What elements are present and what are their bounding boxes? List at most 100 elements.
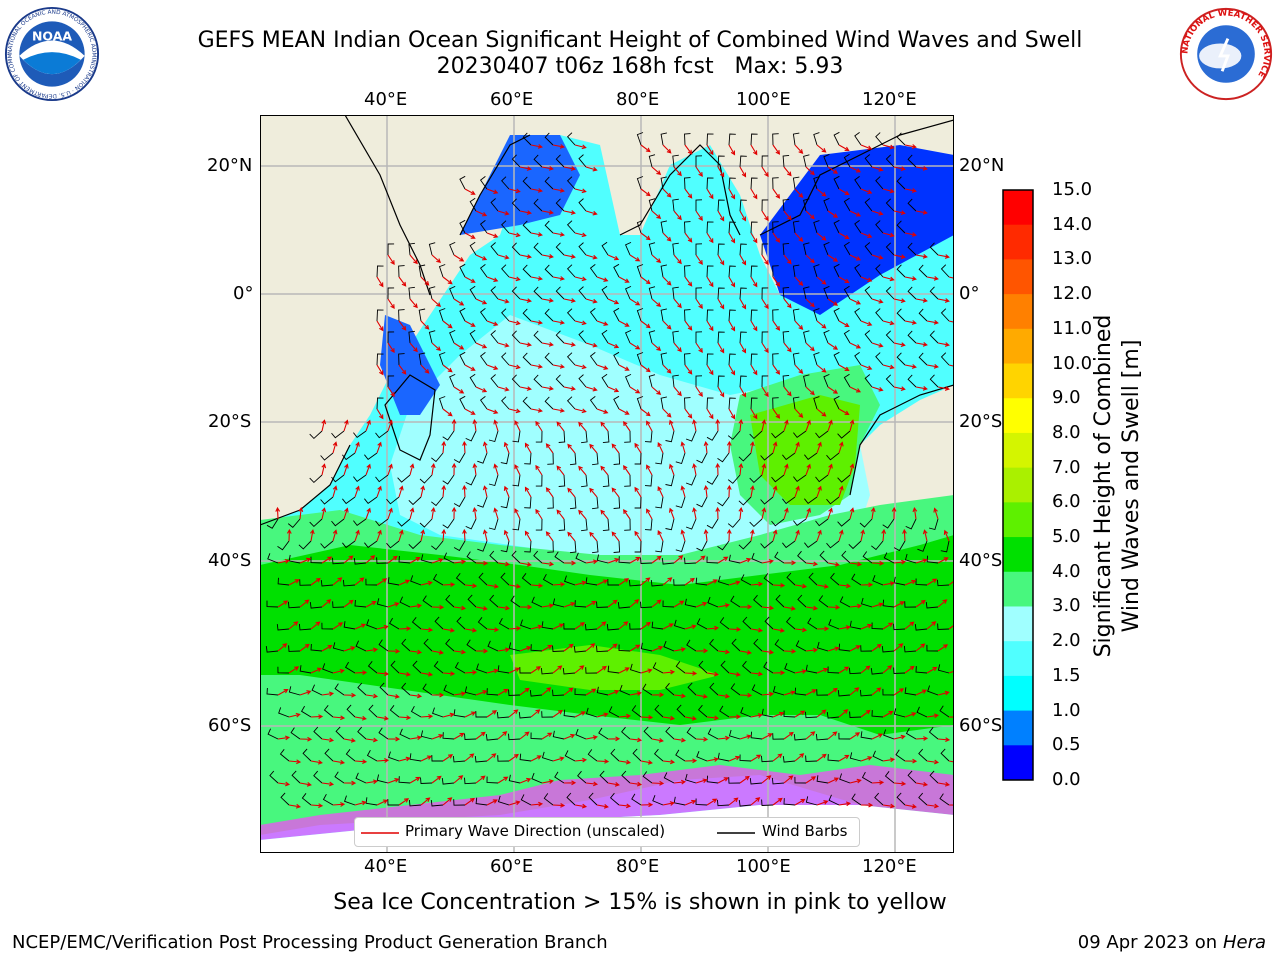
wind-barb — [797, 550, 807, 564]
wave-direction-arrow — [893, 643, 904, 652]
wind-barb — [552, 730, 565, 740]
wave-direction-arrow — [376, 671, 390, 677]
wind-barb — [530, 644, 543, 652]
wind-barb — [469, 285, 477, 300]
wind-barb — [488, 474, 499, 487]
wave-direction-arrow — [497, 647, 511, 653]
wave-direction-arrow — [618, 320, 630, 327]
wind-barb — [750, 265, 758, 278]
colorbar-tick-label: 1.5 — [1052, 664, 1081, 686]
wave-direction-arrow — [657, 441, 664, 454]
noaa-logo: NOAA NATIONAL OCEANIC AND ATMOSPHERIC AD… — [4, 6, 100, 102]
wind-barb — [805, 755, 818, 762]
wind-barb — [277, 577, 290, 586]
wind-barb — [547, 496, 554, 509]
wind-barb — [854, 176, 862, 190]
colorbar-segment — [1003, 502, 1033, 538]
wave-direction-arrow — [431, 604, 445, 610]
wind-barb — [785, 616, 796, 630]
wind-barb — [566, 220, 576, 234]
wind-barb — [408, 540, 422, 550]
wind-barb — [882, 518, 895, 529]
lat-tick-left-60s: 60°S — [208, 715, 252, 736]
wave-direction-arrow — [640, 188, 651, 197]
wind-barb — [584, 623, 598, 631]
wave-direction-arrow — [926, 363, 939, 369]
wind-barb — [815, 518, 829, 527]
wave-direction-arrow — [354, 759, 368, 764]
wind-barb — [459, 307, 466, 322]
wind-barb — [519, 666, 531, 674]
wave-direction-arrow — [365, 737, 379, 743]
wind-barb — [501, 220, 510, 234]
wave-direction-arrow — [717, 298, 725, 310]
wave-direction-arrow — [922, 529, 928, 542]
wind-barb — [706, 177, 714, 190]
wave-direction-arrow — [871, 560, 885, 566]
wind-barb — [375, 430, 389, 439]
wave-direction-arrow — [891, 506, 897, 520]
wind-barb — [663, 640, 675, 652]
noaa-logo-text: NOAA — [32, 29, 72, 44]
wave-direction-arrow — [849, 732, 861, 740]
wave-direction-arrow — [578, 421, 587, 432]
wind-barb — [410, 705, 422, 718]
wind-barb — [706, 265, 714, 278]
wave-direction-arrow — [332, 668, 345, 674]
wind-barb — [438, 308, 446, 322]
wave-direction-arrow — [462, 528, 467, 542]
wave-direction-arrow — [497, 386, 510, 392]
wind-barb — [774, 551, 785, 564]
wave-direction-arrow — [442, 364, 453, 373]
wind-barb — [854, 220, 862, 234]
wave-direction-arrow — [503, 529, 510, 542]
wave-direction-arrow — [530, 144, 543, 149]
wave-direction-arrow — [772, 670, 786, 676]
wind-barb — [428, 242, 436, 256]
wind-barb — [707, 596, 719, 608]
wave-direction-arrow — [805, 731, 816, 740]
wind-barb — [864, 286, 873, 300]
wind-barb — [771, 518, 785, 527]
wave-direction-arrow — [332, 715, 346, 721]
wind-barb — [354, 599, 367, 608]
wave-direction-arrow — [563, 602, 576, 608]
wind-barb — [324, 748, 334, 762]
wave-direction-arrow — [728, 671, 741, 677]
wind-barb — [334, 771, 345, 784]
wind-barb — [753, 594, 763, 608]
wind-barb — [533, 374, 543, 388]
wave-direction-arrow — [475, 560, 489, 566]
wave-direction-arrow — [365, 693, 379, 699]
wave-direction-arrow — [904, 579, 917, 586]
wave-direction-arrow — [646, 420, 653, 432]
wind-barb — [399, 728, 411, 740]
wind-barb — [589, 264, 598, 278]
colorbar-segment — [1003, 328, 1033, 365]
wind-barb — [331, 557, 345, 565]
wave-direction-arrow — [486, 710, 498, 718]
wind-barb — [601, 241, 609, 256]
wind-barb — [433, 661, 444, 674]
wave-direction-arrow — [409, 507, 415, 520]
wind-barb — [555, 286, 565, 300]
wave-direction-arrow — [915, 781, 929, 787]
wind-barb — [379, 682, 389, 696]
wind-barb — [928, 518, 939, 531]
wave-direction-arrow — [387, 778, 400, 784]
wind-barb — [332, 642, 345, 652]
wind-barb — [280, 792, 290, 806]
wind-barb — [929, 770, 939, 784]
wind-barb — [533, 330, 543, 344]
wind-barb — [905, 727, 917, 740]
wind-barb — [596, 686, 609, 696]
wind-barb — [581, 430, 588, 444]
wave-direction-arrow — [738, 506, 744, 520]
wave-direction-arrow — [365, 647, 379, 653]
wave-direction-arrow — [475, 298, 488, 305]
wind-barb — [497, 665, 510, 674]
wind-barb — [782, 330, 790, 344]
wave-direction-arrow — [860, 709, 871, 718]
wind-barb — [816, 775, 829, 784]
wind-barb — [587, 749, 598, 762]
